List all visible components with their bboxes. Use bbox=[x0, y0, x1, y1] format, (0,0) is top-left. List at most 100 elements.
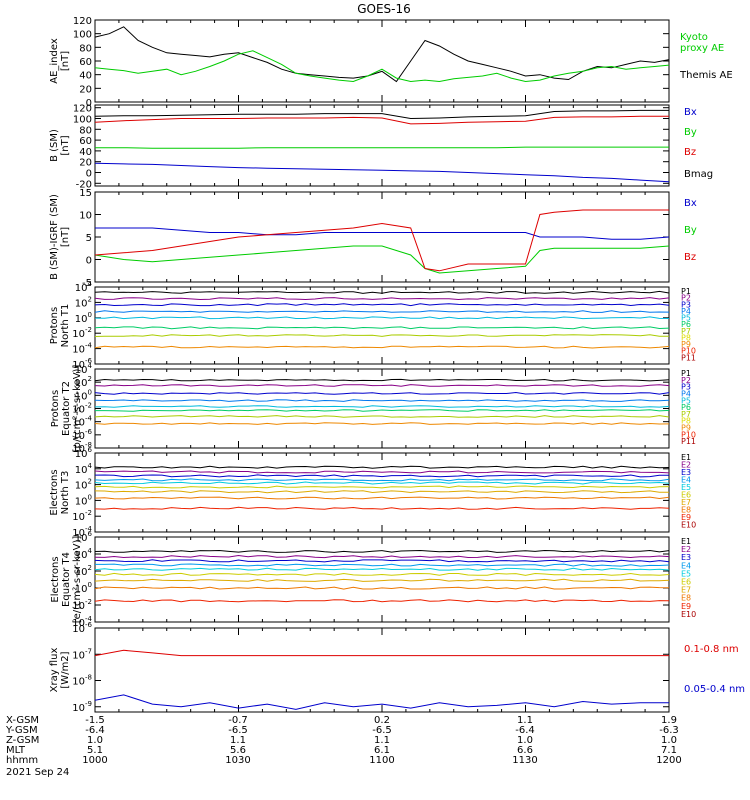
y-tick-label: 10-2 bbox=[72, 509, 92, 523]
y-tick-label: 100 bbox=[73, 30, 92, 41]
legend-item: P11 bbox=[681, 437, 696, 446]
y-tick-label: 102 bbox=[75, 478, 92, 492]
legend-item: E4 bbox=[681, 561, 691, 570]
panel-xray_flux: 10-6 10-7 10-8 10-9 Xray flux [W/m2] 0.1-0.8 n… bbox=[49, 621, 745, 714]
legend-item: Bz bbox=[684, 147, 696, 158]
legend-item: Themis AE bbox=[679, 70, 733, 81]
y-axis-label: [nT] bbox=[60, 51, 71, 71]
series-line-e1 bbox=[94, 549, 670, 553]
y-tick-label: 106 bbox=[75, 446, 93, 460]
y-axis-label: [p/(cm²-s-sr-keV)] bbox=[72, 365, 83, 453]
y-axis-label: Xray flux bbox=[49, 648, 60, 693]
series-line-bmag bbox=[94, 109, 669, 120]
legend-item: P2 bbox=[681, 376, 691, 385]
legend-item: E8 bbox=[681, 594, 691, 603]
legend-item: E10 bbox=[681, 610, 696, 619]
y-tick-label: 10-4 bbox=[72, 342, 92, 356]
y-tick-label: 10 bbox=[79, 211, 92, 222]
series-line-themis-ae bbox=[94, 26, 670, 83]
legend-item: E1 bbox=[681, 453, 691, 462]
y-tick-label: 10-8 bbox=[72, 674, 92, 688]
x-axis-value: 5.1 bbox=[87, 745, 103, 756]
x-axis-value: -1.5 bbox=[85, 715, 105, 726]
x-axis-value: 1000 bbox=[82, 755, 107, 766]
x-axis-value: -0.7 bbox=[228, 715, 248, 726]
y-tick-label: 20 bbox=[79, 84, 92, 95]
legend-item: P5 bbox=[681, 314, 691, 323]
y-tick-label: 100 bbox=[75, 493, 92, 507]
y-tick-label: 20 bbox=[79, 158, 92, 169]
series-line-e1 bbox=[94, 465, 670, 469]
series-line-p9 bbox=[94, 345, 670, 349]
series-line-e9 bbox=[94, 599, 670, 603]
panel-frame bbox=[94, 627, 670, 713]
x-axis-value: 1200 bbox=[656, 755, 681, 766]
x-axis-row-label: hhmm bbox=[6, 755, 38, 766]
y-axis-label: Protons bbox=[50, 390, 61, 427]
y-tick-label: -5 bbox=[82, 278, 92, 289]
x-axis-value: 1.1 bbox=[230, 735, 246, 746]
x-axis-value: -6.3 bbox=[659, 725, 679, 736]
y-axis-label: [nT] bbox=[60, 227, 71, 247]
series-line-e3 bbox=[94, 474, 670, 478]
y-axis-label: Electrons bbox=[50, 556, 61, 602]
x-axis-value: 1130 bbox=[512, 755, 537, 766]
plot-title: GOES-16 bbox=[357, 2, 411, 16]
date-label: 2021 Sep 24 bbox=[6, 767, 69, 778]
y-axis-label: AE_index bbox=[49, 38, 60, 84]
series-line-kyoto-proxy-ae bbox=[94, 50, 670, 83]
legend-item: P2 bbox=[681, 294, 691, 303]
legend-item: By bbox=[684, 225, 697, 236]
legend-item: P7 bbox=[681, 410, 691, 419]
series-line-e9 bbox=[94, 506, 670, 510]
x-axis-value: 6.6 bbox=[517, 745, 533, 756]
x-axis-value: 5.6 bbox=[230, 745, 246, 756]
y-tick-label: 100 bbox=[73, 115, 92, 126]
series-line-e5 bbox=[94, 567, 670, 571]
x-axis-value: 1.0 bbox=[87, 735, 103, 746]
legend-item: E4 bbox=[681, 476, 691, 485]
series-line-e8 bbox=[94, 586, 670, 590]
legend-item: By bbox=[684, 127, 697, 138]
series-line-e7 bbox=[94, 578, 670, 582]
x-axis-value: 1100 bbox=[369, 755, 394, 766]
series-line-p7 bbox=[94, 415, 670, 418]
y-tick-label: 80 bbox=[79, 43, 92, 54]
legend-item: 0.1-0.8 nm bbox=[684, 644, 739, 655]
panel-frame bbox=[94, 19, 670, 103]
legend-item: Kyoto proxy AE bbox=[680, 32, 724, 54]
y-tick-label: 104 bbox=[75, 462, 93, 476]
y-axis-label: [W/m2] bbox=[60, 651, 71, 688]
panel-b_minus_igrf: -5 0 5 10 15 B (SM)-IGRF (SM) [nT] Bx By Bz bbox=[49, 188, 697, 289]
y-axis-label: North T1 bbox=[60, 304, 71, 348]
series-line-e2 bbox=[94, 554, 670, 559]
legend-item: E2 bbox=[681, 545, 691, 554]
series-line-e6 bbox=[94, 572, 670, 576]
series-line-e7 bbox=[94, 490, 670, 494]
series-line-p4 bbox=[94, 399, 670, 402]
legend-item: P6 bbox=[681, 403, 691, 412]
panel-frame bbox=[94, 452, 670, 533]
series-line-0-05-0-4-nm bbox=[94, 694, 669, 710]
x-axis-row-label: Y-GSM bbox=[5, 725, 38, 736]
y-axis-label: B (SM)-IGRF (SM) bbox=[49, 194, 60, 280]
panel-frame bbox=[94, 536, 670, 623]
y-tick-label: 80 bbox=[79, 125, 92, 136]
y-tick-label: 5 bbox=[86, 233, 92, 244]
y-tick-label: 10-6 bbox=[72, 621, 92, 635]
y-tick-label: 10-2 bbox=[72, 326, 92, 340]
legend-item: E6 bbox=[681, 578, 691, 587]
y-tick-label: 40 bbox=[79, 147, 92, 158]
x-axis-row-label: MLT bbox=[6, 745, 26, 756]
legend-item: Bx bbox=[684, 107, 697, 118]
series-line-bz bbox=[94, 209, 669, 272]
legend-item: P4 bbox=[681, 307, 691, 316]
series-line-bx bbox=[95, 227, 670, 240]
y-axis-label: Equator T2 bbox=[61, 381, 72, 436]
panel-ae_index: 0 20 40 60 80 100 120 AE_index [nT] Kyoto proxy AE… bbox=[49, 16, 733, 109]
y-tick-label: 102 bbox=[75, 295, 92, 309]
legend-item: E3 bbox=[681, 468, 691, 477]
